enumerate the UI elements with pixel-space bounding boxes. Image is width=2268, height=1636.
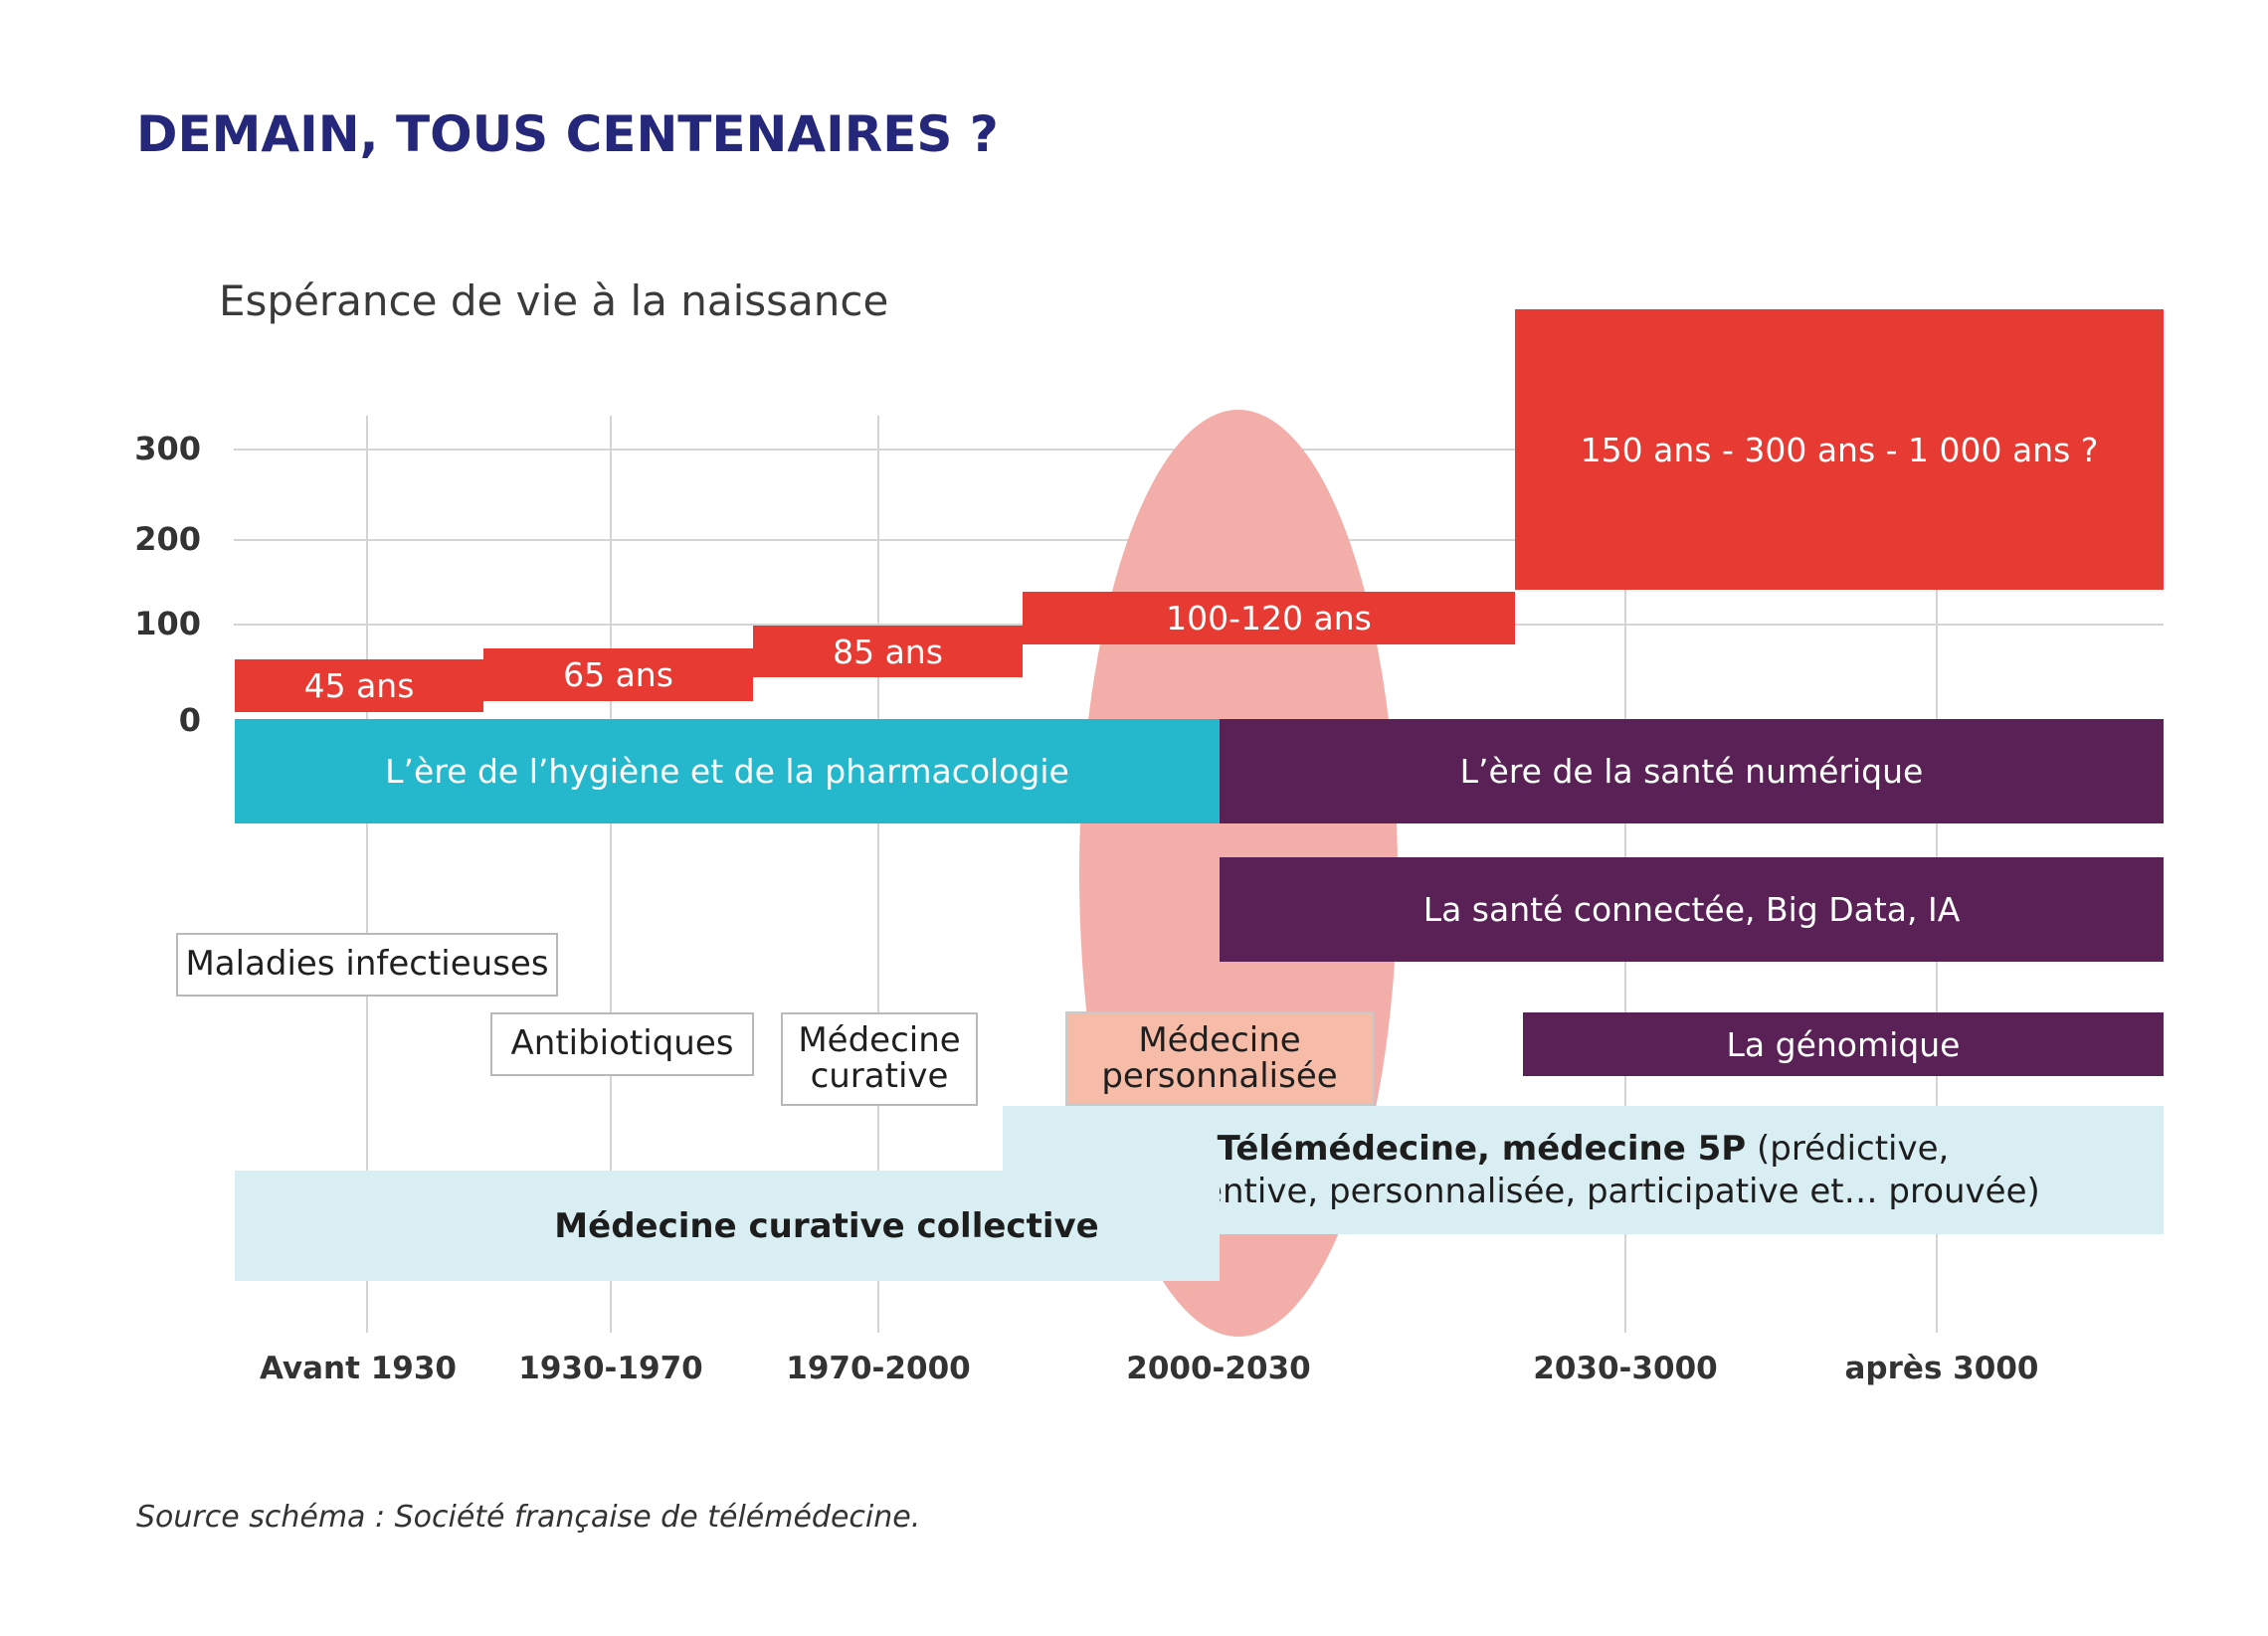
chart-subtitle: Espérance de vie à la naissance (219, 276, 889, 325)
y-tick-300: 300 (134, 430, 201, 467)
x-tick-2000-2030: 2000-2030 (1126, 1351, 1311, 1386)
topic-medecine-personnalisee-line2: personnalisée (1101, 1055, 1338, 1096)
gridline-avant-1930 (366, 416, 368, 1333)
sante-connectee-bar: La santé connectée, Big Data, IA (1220, 857, 2164, 962)
era-sante-numerique: L’ère de la santé numérique (1220, 719, 2164, 823)
x-tick-avant-1930: Avant 1930 (260, 1351, 457, 1386)
genomique-bar: La génomique (1523, 1012, 2164, 1076)
life-expectancy-2000-2030: 100-120 ans (1023, 592, 1515, 644)
gridline-1970-2000 (877, 416, 879, 1333)
topic-medecine-curative-line2: curative (810, 1056, 949, 1096)
topic-medecine-curative-line1: Médecine (798, 1020, 961, 1061)
x-tick-1970-2000: 1970-2000 (786, 1351, 971, 1386)
era-hygiene-pharmacologie: L’ère de l’hygiène et de la pharmacologi… (235, 719, 1220, 823)
topic-medecine-personnalisee: Médecine personnalisée (1065, 1011, 1374, 1106)
topic-antibiotiques: Antibiotiques (490, 1012, 754, 1076)
band-telemedecine-line1: Télémédecine, médecine 5P (prédictive, (1218, 1128, 1950, 1171)
x-tick-1930-1970: 1930-1970 (518, 1351, 703, 1386)
source-note: Source schéma : Société française de tél… (136, 1500, 921, 1535)
topic-maladies-infectieuses: Maladies infectieuses (176, 933, 558, 997)
band-telemedecine-line2: préventive, personnalisée, participative… (1126, 1171, 2040, 1211)
y-tick-100: 100 (134, 605, 201, 642)
y-tick-0: 0 (178, 701, 201, 739)
band-telemedecine-rest: (prédictive, (1746, 1129, 1950, 1169)
life-expectancy-apres-2030: 150 ans - 300 ans - 1 000 ans ? (1515, 309, 2164, 590)
x-tick-apres-3000: après 3000 (1844, 1351, 2039, 1386)
band-collective-label: Médecine curative collective (554, 1205, 1099, 1246)
topic-medecine-curative: Médecine curative (781, 1012, 978, 1106)
topic-medecine-personnalisee-line1: Médecine (1138, 1019, 1301, 1060)
gridline-1930-1970 (610, 416, 612, 1333)
page-title: DEMAIN, TOUS CENTENAIRES ? (136, 105, 999, 163)
band-medecine-curative-collective: Médecine curative collective (235, 1171, 1220, 1281)
life-expectancy-avant-1930: 45 ans (235, 659, 483, 712)
life-expectancy-1930-1970: 65 ans (483, 648, 753, 701)
band-telemedecine-bold: Télémédecine, médecine 5P (1217, 1129, 1747, 1169)
life-expectancy-1970-2000: 85 ans (753, 626, 1023, 677)
x-tick-2030-3000: 2030-3000 (1533, 1351, 1718, 1386)
y-tick-200: 200 (134, 520, 201, 558)
